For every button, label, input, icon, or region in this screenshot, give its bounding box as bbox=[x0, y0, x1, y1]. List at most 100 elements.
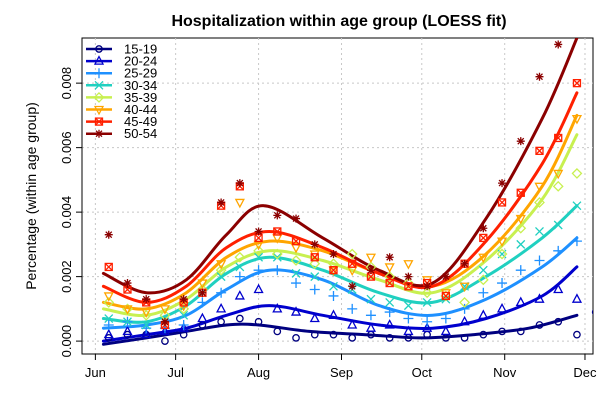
data-point-30-34 bbox=[516, 239, 526, 249]
legend-label: 35-39 bbox=[124, 90, 157, 105]
data-point-50-54 bbox=[535, 72, 544, 81]
data-point-35-39 bbox=[477, 274, 489, 286]
data-point-45-49 bbox=[123, 285, 132, 294]
data-point-15-19 bbox=[573, 330, 581, 339]
data-point-50-54 bbox=[385, 253, 394, 262]
data-point-45-49 bbox=[366, 272, 375, 281]
data-point-30-34 bbox=[553, 220, 563, 230]
data-point-20-24 bbox=[197, 312, 208, 323]
data-point-25-29 bbox=[103, 319, 114, 330]
data-point-25-29 bbox=[216, 287, 227, 298]
data-point-25-29 bbox=[291, 278, 302, 289]
legend-marker bbox=[93, 91, 105, 103]
legend-marker bbox=[94, 80, 104, 90]
data-point-35-39 bbox=[178, 303, 190, 315]
data-point-40-44 bbox=[384, 263, 395, 273]
data-point-25-29 bbox=[497, 278, 508, 289]
data-point-50-54 bbox=[292, 214, 301, 223]
y-tick-label: 0.004 bbox=[59, 196, 74, 229]
data-point-35-39 bbox=[328, 258, 339, 270]
data-point-25-29 bbox=[403, 313, 414, 324]
data-point-50-54 bbox=[104, 230, 113, 239]
data-point-20-24 bbox=[478, 309, 489, 319]
data-point-25-29 bbox=[459, 303, 470, 314]
data-point-35-39 bbox=[459, 296, 471, 308]
data-point-20-24 bbox=[403, 325, 414, 336]
data-point-45-49 bbox=[516, 188, 525, 197]
legend-label: 40-44 bbox=[124, 102, 157, 117]
data-point-45-49 bbox=[348, 259, 357, 268]
data-point-50-54 bbox=[460, 259, 469, 268]
data-point-15-19 bbox=[348, 334, 357, 342]
data-point-25-29 bbox=[347, 303, 358, 314]
data-point-20-24 bbox=[384, 319, 395, 329]
fit-line-30-34 bbox=[101, 204, 579, 324]
data-point-45-49 bbox=[535, 146, 544, 155]
data-point-15-19 bbox=[310, 330, 319, 339]
data-point-40-44 bbox=[534, 182, 545, 193]
data-point-15-19 bbox=[591, 309, 593, 315]
legend-item: 40-44 bbox=[86, 102, 157, 117]
data-point-50-54 bbox=[235, 179, 244, 188]
data-point-35-39 bbox=[215, 264, 227, 276]
data-point-50-54 bbox=[516, 137, 525, 146]
data-point-20-24 bbox=[328, 309, 339, 319]
data-point-40-44 bbox=[141, 308, 152, 318]
y-axis: 0.000 0.002 0.004 0.006 0.008 bbox=[59, 38, 83, 357]
data-point-20-24 bbox=[141, 328, 152, 339]
data-point-20-24 bbox=[534, 293, 545, 303]
data-point-50-54 bbox=[123, 279, 132, 288]
data-point-20-24 bbox=[459, 315, 470, 326]
data-point-20-24 bbox=[515, 296, 526, 307]
data-point-50-54 bbox=[217, 198, 226, 207]
data-point-15-19 bbox=[479, 330, 488, 339]
x-tick-label: Oct bbox=[412, 365, 433, 380]
data-point-35-39 bbox=[271, 248, 283, 260]
data-point-25-29 bbox=[365, 310, 376, 321]
data-point-45-49 bbox=[254, 233, 263, 242]
x-tick-label: Sep bbox=[330, 365, 353, 380]
data-point-45-49 bbox=[329, 266, 338, 275]
data-point-35-39 bbox=[253, 245, 264, 257]
data-point-45-49 bbox=[554, 133, 563, 142]
data-point-25-29 bbox=[197, 297, 208, 308]
y-tick-label: 0.008 bbox=[59, 67, 74, 100]
legend-marker bbox=[94, 117, 104, 126]
legend-item: 30-34 bbox=[86, 78, 157, 93]
data-point-20-24 bbox=[272, 302, 283, 313]
data-point-45-49 bbox=[291, 236, 301, 246]
data-point-25-29 bbox=[422, 316, 433, 327]
series-points-20-24 bbox=[103, 283, 583, 339]
data-point-50-54 bbox=[404, 272, 413, 281]
data-point-20-24 bbox=[253, 283, 264, 294]
data-point-25-29 bbox=[309, 284, 320, 295]
legend-label: 50-54 bbox=[124, 126, 157, 141]
data-point-45-49 bbox=[348, 259, 357, 268]
data-point-20-24 bbox=[216, 302, 227, 313]
data-point-20-24 bbox=[178, 322, 189, 332]
data-point-25-29 bbox=[253, 265, 264, 276]
data-point-20-24 bbox=[553, 283, 564, 294]
fit-line-45-49 bbox=[101, 91, 579, 304]
y-axis-label: Percentage (within age group) bbox=[23, 102, 39, 290]
data-point-30-34 bbox=[123, 317, 132, 327]
x-tick-label: Aug bbox=[247, 365, 270, 380]
fit-line-20-24 bbox=[101, 265, 579, 343]
data-point-45-49 bbox=[404, 282, 413, 291]
data-point-30-34 bbox=[310, 272, 320, 282]
data-point-20-24 bbox=[422, 322, 433, 332]
legend-label: 45-49 bbox=[124, 114, 157, 129]
data-point-45-49 bbox=[535, 146, 544, 156]
x-tick-label: Dec bbox=[573, 365, 597, 380]
data-point-35-39 bbox=[496, 248, 508, 260]
data-point-40-44 bbox=[197, 279, 208, 289]
data-point-45-49 bbox=[404, 282, 413, 291]
data-point-35-39 bbox=[309, 258, 321, 270]
data-point-30-34 bbox=[535, 227, 544, 236]
data-point-35-39 bbox=[290, 255, 302, 266]
data-point-50-54 bbox=[273, 211, 282, 220]
data-point-15-19 bbox=[292, 334, 300, 342]
legend-item: 20-24 bbox=[86, 54, 157, 69]
data-point-30-34 bbox=[291, 268, 301, 278]
data-point-45-49 bbox=[273, 227, 282, 236]
